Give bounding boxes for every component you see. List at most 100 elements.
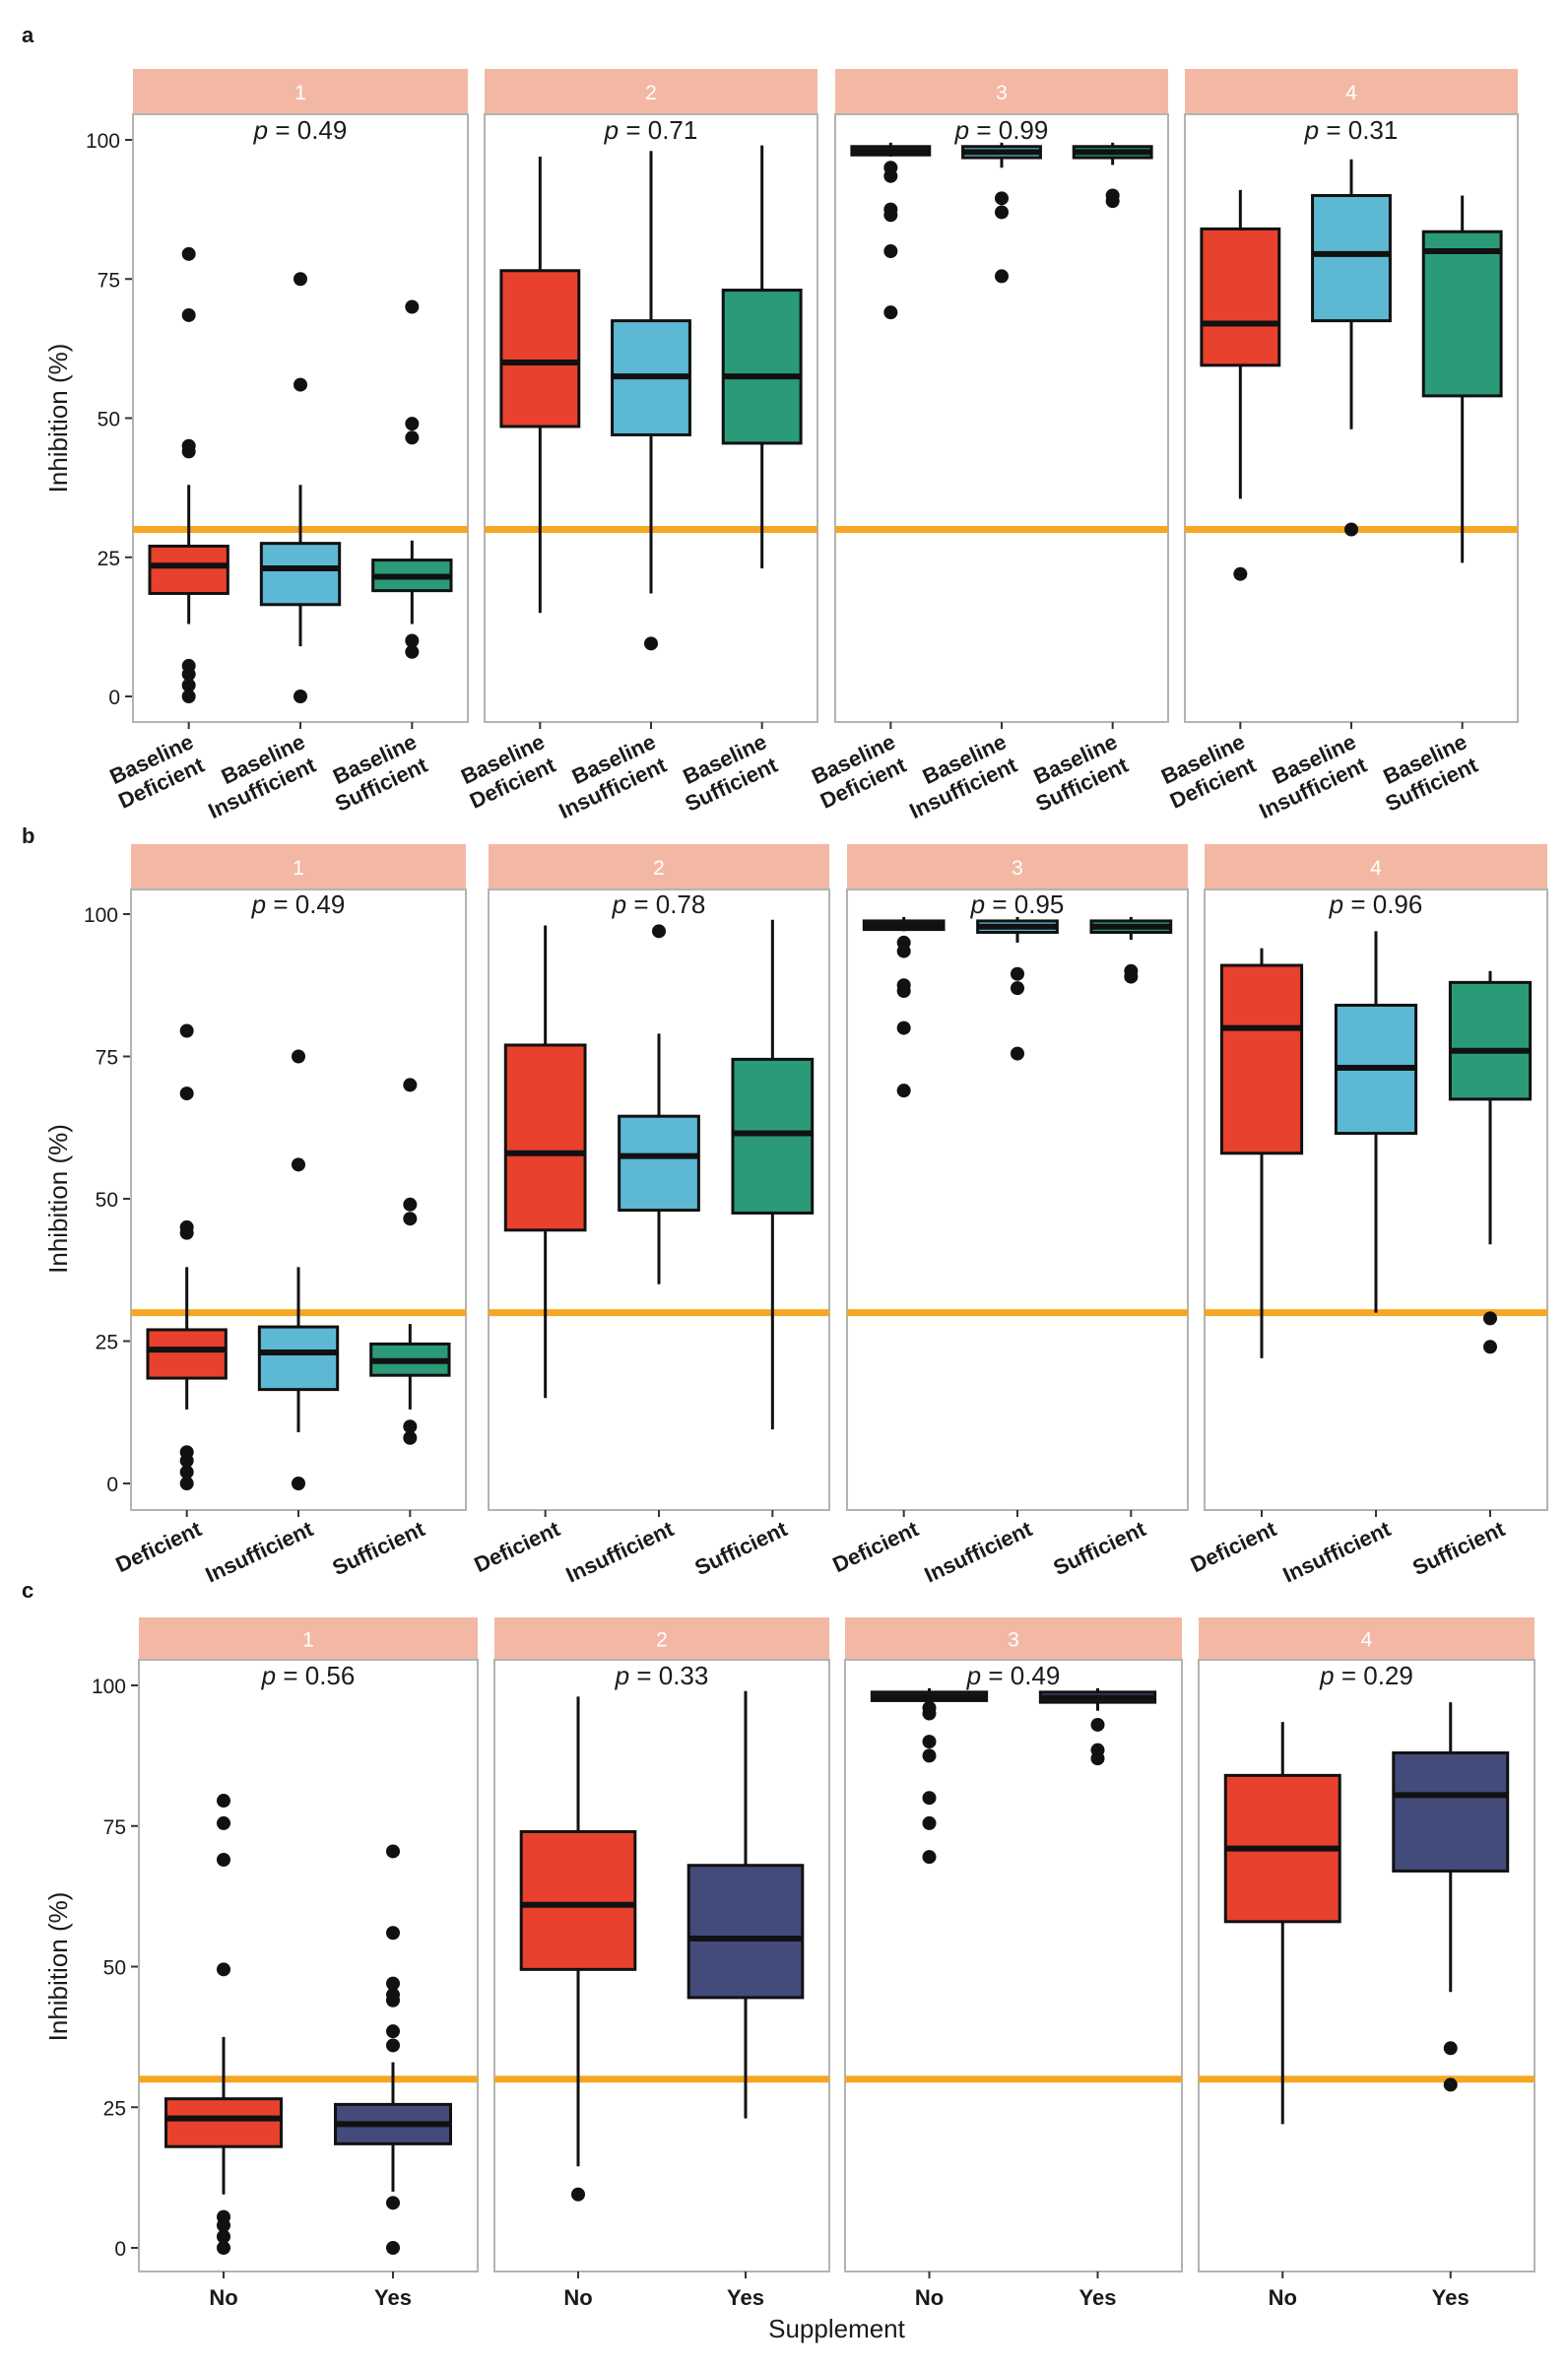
facet-strip-label: 2	[653, 857, 665, 880]
box-yes	[686, 1690, 805, 2119]
box-body	[721, 289, 803, 445]
p-value-number: = 0.49	[266, 889, 345, 919]
x-tick-label-line: Insufficient	[1279, 1516, 1396, 1588]
p-value-number: = 0.49	[981, 1661, 1060, 1690]
x-tick-label: BaselineSufficient	[671, 729, 782, 817]
outlier-point	[883, 168, 898, 183]
x-tick-label: Insufficient	[921, 1516, 1037, 1588]
facet-strip	[1199, 1617, 1535, 1660]
p-value: p = 0.49	[253, 115, 348, 145]
outlier-point	[181, 444, 196, 459]
outlier-point	[883, 305, 898, 320]
box-body	[1311, 194, 1392, 323]
p-value: p = 0.31	[1304, 115, 1399, 145]
p-value: p = 0.99	[954, 115, 1049, 145]
x-axis-title: Supplement	[768, 2314, 906, 2343]
outlier-point	[1090, 1751, 1105, 1766]
y-tick-label: 0	[114, 2238, 126, 2261]
y-tick-label: 75	[103, 1816, 126, 1839]
panel-border	[138, 1659, 479, 2272]
p-value-number: = 0.31	[1319, 115, 1398, 145]
outlier-point	[179, 1023, 194, 1038]
y-tick-label: 100	[86, 130, 120, 153]
panel-border	[1198, 1659, 1535, 2272]
outlier-point	[403, 1212, 418, 1226]
p-value-number: = 0.49	[268, 115, 347, 145]
y-tick-label: 25	[98, 548, 120, 570]
outlier-point	[217, 1794, 230, 1809]
p-value-number: = 0.33	[629, 1661, 708, 1690]
facet-strip	[489, 844, 829, 889]
box-no	[870, 1687, 989, 1865]
outlier-point	[1011, 1046, 1024, 1061]
box-sufficient	[1448, 970, 1533, 1354]
p-value: p = 0.49	[966, 1661, 1061, 1690]
outlier-point	[403, 1419, 418, 1434]
panel-border	[844, 1659, 1183, 2272]
outlier-point	[896, 1020, 911, 1035]
x-tick-label-line: Sufficient	[691, 1516, 792, 1580]
outlier-point	[1483, 1311, 1497, 1326]
p-value-symbol: p	[1304, 115, 1319, 145]
y-tick-label: 100	[84, 904, 118, 927]
outlier-point	[386, 1844, 400, 1859]
x-tick-label: No	[209, 2285, 237, 2310]
x-tick-label: Deficient	[471, 1516, 564, 1577]
p-value-symbol: p	[604, 115, 619, 145]
outlier-point	[1233, 566, 1248, 581]
x-tick-label: BaselineInsufficient	[1245, 729, 1372, 823]
outlier-point	[217, 2229, 230, 2244]
p-value-symbol: p	[1319, 1661, 1334, 1690]
outlier-point	[883, 244, 898, 258]
x-tick-label-line: Deficient	[471, 1516, 564, 1577]
x-tick-label: BaselineDeficient	[455, 729, 559, 814]
outlier-point	[1483, 1340, 1497, 1354]
box-insufficient	[257, 1049, 340, 1490]
box-yes	[1392, 1702, 1510, 2092]
box-body	[146, 1328, 228, 1380]
facet-3: 3 p = 0.99 BaselineDeficient BaselineInsuff…	[808, 69, 1169, 823]
outlier-point	[995, 269, 1009, 284]
x-tick-label-line: Insufficient	[921, 1516, 1037, 1588]
x-tick-label-line: Sufficient	[1408, 1516, 1509, 1580]
p-value-number: = 0.99	[969, 115, 1048, 145]
box-baseline-deficient	[850, 142, 932, 320]
outlier-point	[181, 678, 196, 692]
facet-strip-label: 4	[1370, 857, 1382, 880]
facet-strip	[139, 1617, 478, 1660]
box-insufficient	[976, 916, 1059, 1061]
box-baseline-insufficient	[259, 272, 342, 703]
x-tick-label-line: Insufficient	[202, 1516, 318, 1588]
y-tick-label: 0	[108, 687, 120, 709]
outlier-point	[1124, 969, 1139, 984]
facet-strip	[835, 69, 1168, 114]
box-sufficient	[369, 1078, 451, 1445]
box-body	[1448, 980, 1533, 1101]
box-baseline-sufficient	[1072, 142, 1153, 209]
outlier-point	[405, 633, 420, 648]
facet-3: 3 p = 0.49 No Yes	[844, 1617, 1183, 2310]
outlier-point	[405, 299, 420, 314]
y-tick-label: 25	[103, 2097, 126, 2120]
outlier-point	[217, 1853, 230, 1868]
facet-strip	[1185, 69, 1518, 114]
x-tick-label: BaselineDeficient	[1155, 729, 1260, 814]
outlier-point	[386, 2038, 400, 2053]
box-baseline-sufficient	[721, 145, 803, 569]
x-tick-label: Insufficient	[562, 1516, 679, 1588]
outlier-point	[403, 1078, 418, 1092]
p-value-symbol: p	[966, 1661, 981, 1690]
facet-strip	[845, 1617, 1182, 1660]
outlier-point	[1443, 2041, 1458, 2056]
outlier-point	[294, 377, 307, 392]
outlier-point	[403, 1430, 418, 1445]
p-value-symbol: p	[954, 115, 969, 145]
x-tick-label-line: Deficient	[1187, 1516, 1280, 1577]
x-tick-label: Deficient	[1187, 1516, 1280, 1577]
box-deficient	[503, 925, 587, 1399]
outlier-point	[181, 246, 196, 261]
box-body	[164, 2097, 283, 2148]
